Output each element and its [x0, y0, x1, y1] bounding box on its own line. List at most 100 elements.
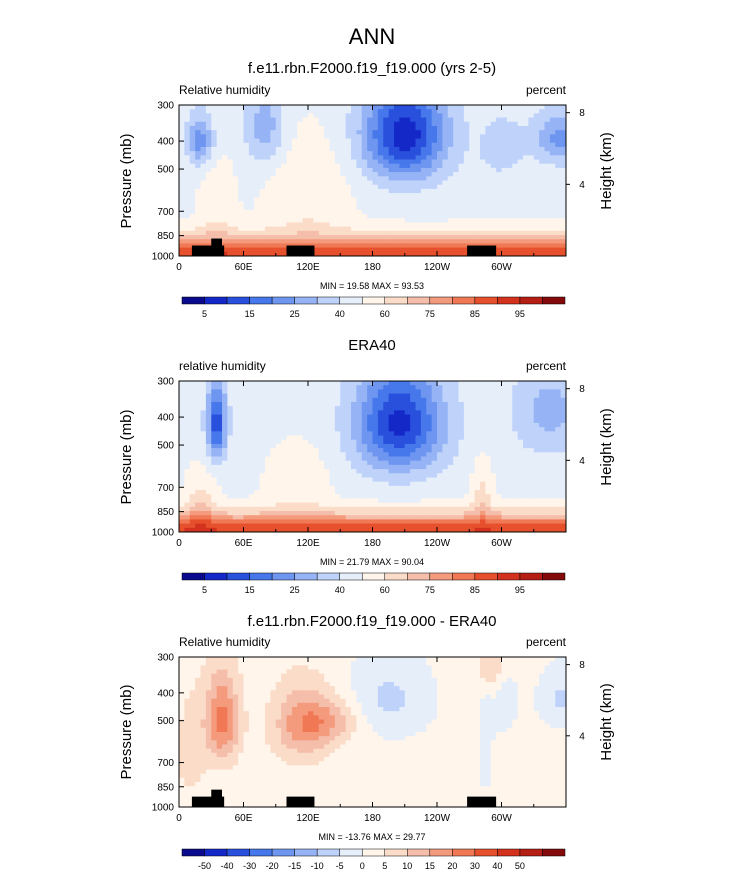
heatmap-cell	[324, 414, 331, 420]
heatmap-cell	[506, 125, 513, 131]
heatmap-cell	[426, 406, 433, 411]
heatmap-cell	[189, 393, 196, 399]
heatmap-cell	[345, 172, 352, 177]
heatmap-cell	[447, 498, 454, 504]
heatmap-cell	[291, 146, 298, 152]
heatmap-cell	[227, 439, 234, 445]
heatmap-cell	[399, 439, 406, 445]
heatmap-cell	[318, 155, 325, 161]
heatmap-cell	[512, 146, 519, 152]
heatmap-cell	[345, 397, 352, 403]
heatmap-cell	[469, 418, 476, 424]
heatmap-cell	[227, 247, 234, 253]
heatmap-cell	[351, 205, 357, 211]
heatmap-cell	[415, 473, 422, 479]
heatmap-cell	[404, 134, 411, 140]
heatmap-cell	[356, 498, 363, 504]
heatmap-cell	[415, 422, 422, 428]
heatmap-cell	[351, 498, 357, 504]
heatmap-cell	[345, 167, 352, 173]
heatmap-cell	[227, 464, 234, 470]
heatmap-cell	[501, 184, 508, 190]
heatmap-cell	[517, 205, 524, 211]
heatmap-cell	[232, 235, 239, 240]
heatmap-cell	[453, 138, 460, 144]
heatmap-cell	[238, 511, 245, 516]
heatmap-cell	[523, 460, 529, 466]
heatmap-cell	[259, 163, 266, 169]
heatmap-cell	[437, 222, 443, 228]
heatmap-cell	[523, 243, 529, 249]
heatmap-cell	[361, 138, 368, 144]
heatmap-cell	[372, 117, 379, 123]
heatmap-cell	[367, 214, 374, 219]
heatmap-cell	[549, 385, 556, 390]
heatmap-cell	[361, 397, 368, 403]
heatmap-cell	[334, 414, 341, 420]
heatmap-cell	[528, 477, 535, 483]
heatmap-cell	[544, 167, 551, 173]
heatmap-cell	[222, 193, 228, 198]
heatmap-cell	[184, 381, 191, 386]
heatmap-cell	[297, 381, 304, 386]
heatmap-cell	[523, 117, 529, 123]
heatmap-cell	[544, 138, 551, 144]
heatmap-cell	[356, 142, 363, 148]
heatmap-cell	[463, 393, 470, 399]
heatmap-cell	[281, 397, 288, 403]
heatmap-cell	[254, 142, 261, 148]
heatmap-cell	[420, 117, 427, 123]
heatmap-cell	[302, 460, 309, 466]
heatmap-cell	[463, 448, 470, 453]
heatmap-cell	[243, 422, 250, 428]
heatmap-cell	[404, 167, 411, 173]
heatmap-cell	[329, 176, 336, 182]
heatmap-cell	[195, 485, 202, 491]
heatmap-cell	[361, 410, 368, 416]
heatmap-cell	[313, 188, 320, 194]
heatmap-cell	[453, 397, 460, 403]
heatmap-cell	[243, 473, 250, 479]
heatmap-cell	[356, 481, 363, 487]
heatmap-cell	[308, 230, 314, 236]
heatmap-cell	[351, 125, 357, 131]
heatmap-cell	[533, 490, 540, 495]
heatmap-cell	[420, 502, 427, 508]
heatmap-cell	[501, 498, 508, 504]
heatmap-cell	[377, 385, 384, 390]
heatmap-cell	[399, 381, 406, 386]
heatmap-cell	[216, 121, 223, 127]
heatmap-cell	[517, 218, 524, 224]
heatmap-cell	[254, 427, 261, 432]
heatmap-cell	[544, 146, 551, 152]
heatmap-cell	[211, 456, 218, 462]
heatmap-cell	[485, 230, 492, 236]
heatmap-cell	[442, 414, 449, 420]
heatmap-cell	[275, 172, 282, 177]
heatmap-cell	[404, 105, 411, 110]
heatmap-cell	[490, 214, 497, 219]
heatmap-cell	[248, 464, 255, 470]
heatmap-cell	[544, 473, 551, 479]
heatmap-cell	[259, 176, 266, 182]
heatmap-cell	[501, 180, 508, 186]
heatmap-cell	[506, 218, 513, 224]
heatmap-cell	[345, 460, 352, 466]
heatmap-cell	[334, 456, 341, 462]
heatmap-cell	[496, 201, 503, 207]
heatmap-cell	[496, 121, 503, 127]
heatmap-cell	[222, 197, 228, 203]
heatmap-cell	[399, 410, 406, 416]
heatmap-cell	[394, 138, 400, 144]
heatmap-cell	[528, 431, 535, 437]
heatmap-cell	[426, 443, 433, 449]
heatmap-cell	[308, 448, 314, 453]
heatmap-cell	[179, 431, 185, 437]
heatmap-cell	[517, 397, 524, 403]
heatmap-cell	[297, 151, 304, 156]
heatmap-cell	[275, 481, 282, 487]
heatmap-cell	[506, 159, 513, 165]
heatmap-cell	[318, 201, 325, 207]
heatmap-cell	[367, 163, 374, 169]
heatmap-cell	[544, 414, 551, 420]
